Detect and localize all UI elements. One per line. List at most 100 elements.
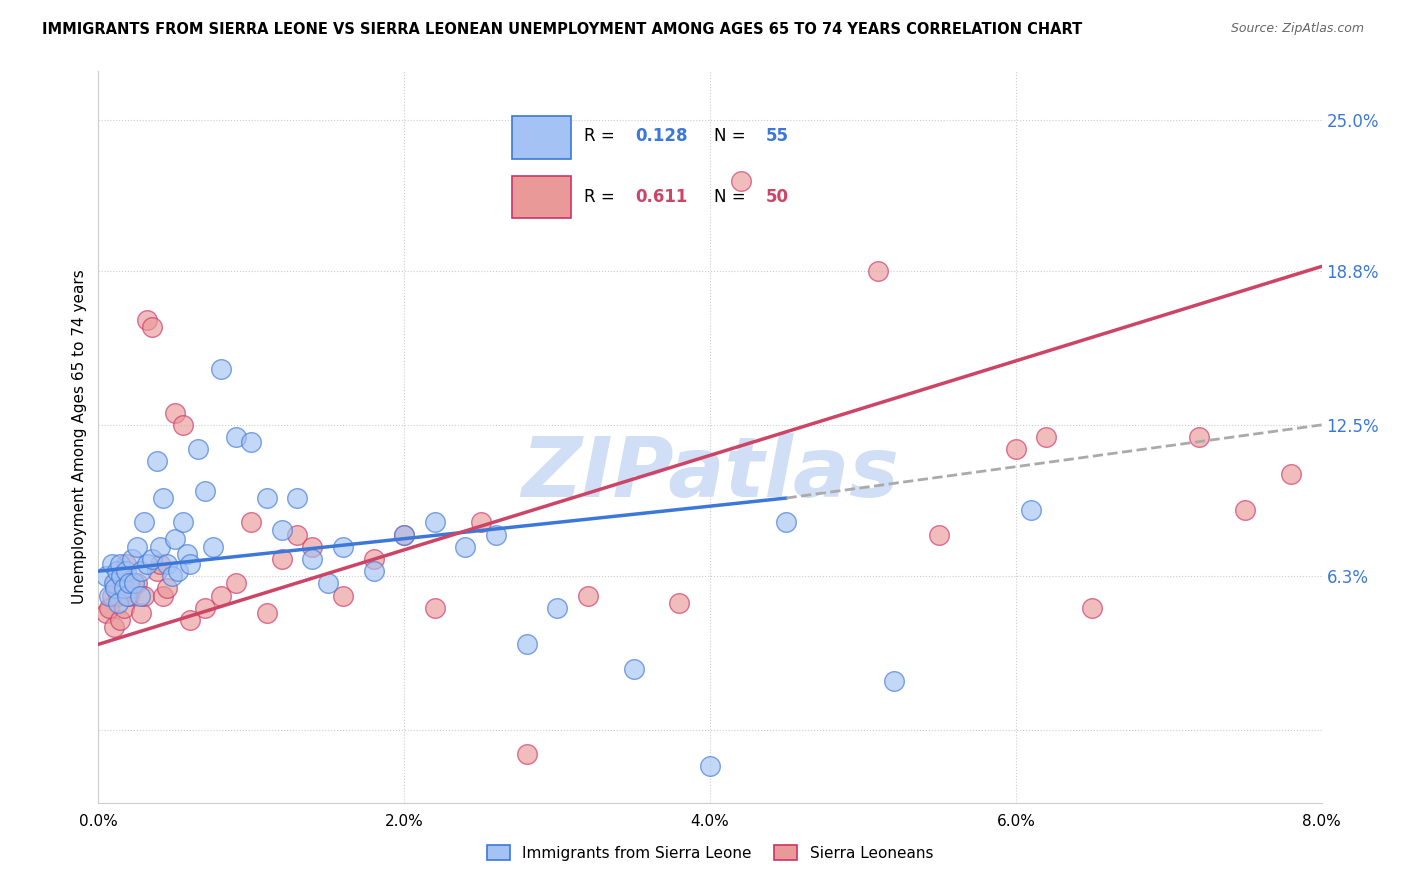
Point: [104, 581, 127, 595]
Point: [868, 264, 890, 278]
Point: [270, 552, 294, 566]
Text: Source: ZipAtlas.com: Source: ZipAtlas.com: [1230, 22, 1364, 36]
Point: [145, 564, 167, 578]
Point: [108, 557, 131, 571]
Point: [668, 596, 690, 610]
Point: [883, 673, 905, 688]
Point: [129, 564, 152, 578]
Point: [128, 589, 150, 603]
Point: [103, 576, 125, 591]
Point: [156, 581, 179, 595]
Point: [115, 557, 138, 571]
Point: [112, 581, 135, 595]
Point: [104, 576, 127, 591]
Point: [485, 527, 508, 541]
Point: [163, 533, 186, 547]
Point: [470, 516, 492, 530]
Point: [316, 576, 339, 591]
Point: [134, 589, 156, 603]
Point: [152, 589, 174, 603]
Point: [101, 557, 124, 571]
Point: [101, 589, 124, 603]
Point: [730, 174, 752, 188]
Point: [1004, 442, 1026, 457]
Text: IMMIGRANTS FROM SIERRA LEONE VS SIERRA LEONEAN UNEMPLOYMENT AMONG AGES 65 TO 74 : IMMIGRANTS FROM SIERRA LEONE VS SIERRA L…: [42, 22, 1083, 37]
Point: [194, 600, 217, 615]
Point: [110, 569, 132, 583]
Point: [225, 576, 247, 591]
Point: [256, 491, 278, 505]
Point: [392, 527, 416, 541]
Point: [105, 564, 128, 578]
Point: [172, 417, 194, 432]
Point: [240, 434, 263, 449]
Point: [301, 552, 323, 566]
Point: [98, 589, 121, 603]
Point: [179, 557, 201, 571]
Point: [134, 516, 156, 530]
Point: [125, 576, 148, 591]
Point: [332, 589, 354, 603]
Point: [270, 523, 294, 537]
Point: [623, 662, 645, 676]
Point: [546, 600, 568, 615]
Point: [1234, 503, 1257, 517]
Point: [202, 540, 225, 554]
Point: [363, 552, 385, 566]
Point: [156, 557, 179, 571]
Point: [122, 576, 145, 591]
Point: [145, 454, 167, 468]
Point: [576, 589, 599, 603]
Text: ZIPatlas: ZIPatlas: [522, 434, 898, 514]
Point: [163, 406, 186, 420]
Point: [118, 576, 141, 591]
Point: [1188, 430, 1211, 444]
Point: [112, 600, 135, 615]
Point: [392, 527, 416, 541]
Point: [117, 589, 139, 603]
Point: [225, 430, 247, 444]
Point: [136, 557, 159, 571]
Point: [121, 552, 143, 566]
Point: [136, 313, 159, 327]
Point: [121, 581, 143, 595]
Point: [1035, 430, 1057, 444]
Point: [515, 747, 537, 761]
Point: [141, 320, 163, 334]
Point: [115, 564, 138, 578]
Point: [94, 606, 117, 620]
Point: [105, 581, 128, 595]
Point: [187, 442, 209, 457]
Point: [332, 540, 354, 554]
Point: [1081, 600, 1104, 615]
Point: [108, 613, 131, 627]
Point: [775, 516, 797, 530]
Point: [423, 600, 446, 615]
Point: [149, 540, 172, 554]
Point: [209, 361, 232, 376]
Point: [110, 569, 132, 583]
Point: [240, 516, 263, 530]
Point: [194, 483, 217, 498]
Point: [103, 620, 125, 634]
Point: [285, 491, 308, 505]
Point: [423, 516, 446, 530]
Point: [160, 569, 183, 583]
Point: [209, 589, 232, 603]
Point: [107, 596, 129, 610]
Point: [172, 516, 194, 530]
Point: [454, 540, 477, 554]
Point: [141, 552, 163, 566]
Point: [176, 547, 198, 561]
Point: [149, 557, 172, 571]
Legend: Immigrants from Sierra Leone, Sierra Leoneans: Immigrants from Sierra Leone, Sierra Leo…: [479, 837, 941, 868]
Point: [179, 613, 201, 627]
Point: [98, 600, 121, 615]
Point: [1019, 503, 1042, 517]
Point: [118, 589, 141, 603]
Point: [301, 540, 323, 554]
Point: [152, 491, 174, 505]
Y-axis label: Unemployment Among Ages 65 to 74 years: Unemployment Among Ages 65 to 74 years: [72, 269, 87, 605]
Point: [515, 637, 537, 651]
Point: [94, 569, 117, 583]
